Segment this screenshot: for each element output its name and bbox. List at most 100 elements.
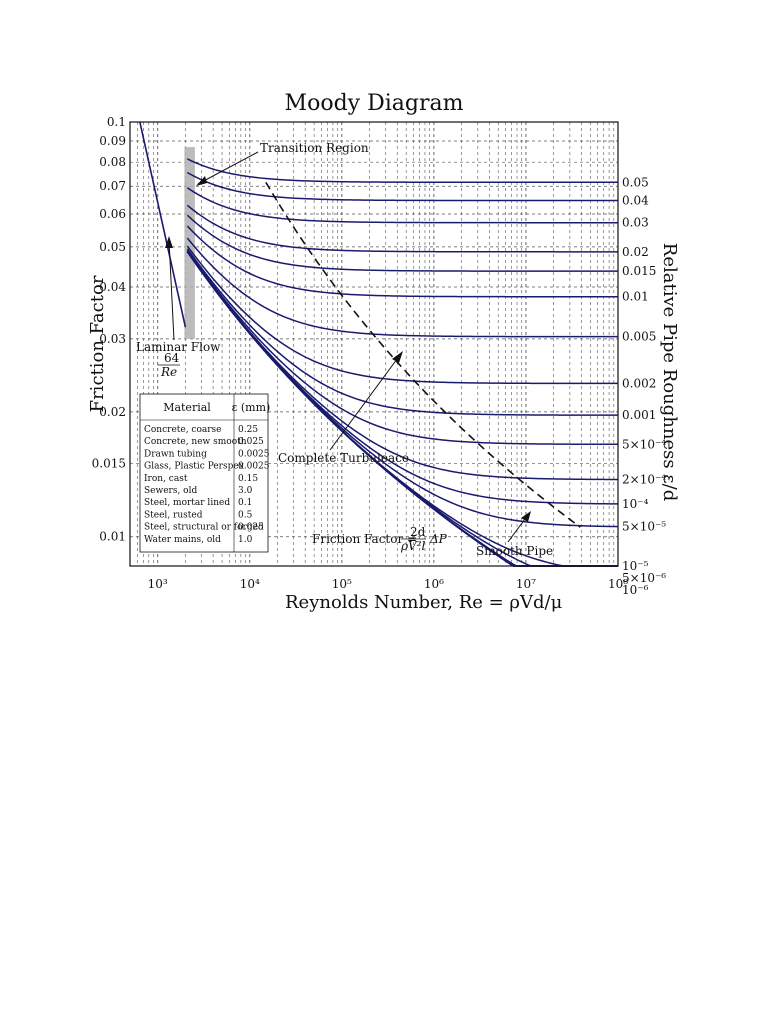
roughness-label: 0.05	[622, 175, 649, 189]
materials-row-epsilon: 0.025	[238, 437, 264, 447]
y-tick-label: 0.02	[99, 405, 126, 419]
y-tick-label: 0.06	[99, 207, 126, 221]
x-tick-labels: 10³ 10⁴ 10⁵ 10⁶ 10⁷ 10⁸	[148, 577, 629, 591]
roughness-label: 10⁻⁵	[622, 559, 649, 573]
materials-row-epsilon: 0.025	[238, 523, 264, 533]
y-tick-label: 0.01	[99, 530, 126, 544]
laminar-frac-den: Re	[160, 365, 177, 379]
materials-row-name: Sewers, old	[144, 486, 197, 496]
plot-frame	[129, 121, 619, 567]
roughness-curve	[186, 187, 618, 224]
roughness-label: 0.015	[622, 264, 656, 278]
roughness-label: 5×10⁻⁴	[622, 437, 666, 451]
curves-layer	[139, 121, 619, 567]
laminar-arrow	[168, 239, 175, 341]
roughness-label: 0.04	[622, 194, 649, 208]
laminar-arrow-head	[165, 236, 173, 248]
roughness-curve	[186, 204, 618, 253]
materials-row-epsilon: 0.1	[238, 498, 252, 508]
materials-row-name: Concrete, coarse	[144, 425, 222, 435]
materials-row-epsilon: 0.0025	[238, 449, 270, 459]
roughness-curve	[186, 248, 619, 416]
transition-region-band	[184, 147, 195, 339]
y-axis-title: Friction Factor	[87, 275, 108, 412]
materials-row-epsilon: 0.15	[238, 474, 258, 484]
transition-arrow-head	[196, 176, 207, 186]
complete-turbulence-arrow-head	[392, 351, 403, 363]
materials-row-epsilon: 3.0	[238, 486, 253, 496]
x-tick-label: 10⁶	[424, 577, 444, 591]
transition-arrow	[197, 151, 259, 185]
y-tick-label: 0.03	[99, 332, 126, 346]
materials-row-name: Drawn tubing	[144, 449, 207, 459]
roughness-label: 5×10⁻⁵	[622, 520, 666, 534]
annotations: Transition Region Laminar Flow 64 Re Com…	[136, 141, 553, 558]
materials-row-name: Steel, mortar lined	[144, 498, 230, 508]
friction-formula-den: ρV²l	[400, 539, 426, 553]
materials-table: Material ε (mm) Concrete, coarse 0.25 Conc…	[139, 393, 271, 553]
roughness-curve	[186, 214, 618, 272]
roughness-label: 0.03	[622, 216, 649, 230]
materials-row-name: Steel, rusted	[144, 510, 203, 520]
roughness-labels: 0.05 0.04 0.03 0.02 0.015 0.01 0.005 0.002 0.001…	[622, 175, 666, 597]
smooth-pipe-arrow-head	[521, 511, 531, 522]
roughness-label: 2×10⁻⁴	[622, 472, 666, 486]
materials-row-epsilon: 0.25	[238, 425, 258, 435]
y-tick-labels: 0.1 0.09 0.08 0.07 0.06 0.05 0.04 0.03 0.02 0.015…	[92, 115, 127, 544]
materials-row-name: Concrete, new smooth	[144, 437, 247, 447]
y-tick-label: 0.04	[99, 280, 126, 294]
transition-region-label: Transition Region	[260, 141, 369, 155]
roughness-curve	[186, 225, 618, 298]
materials-header-material: Material	[163, 401, 211, 414]
materials-row-epsilon: 1.0	[238, 535, 253, 545]
y-tick-label: 0.1	[107, 115, 126, 129]
roughness-curve	[186, 245, 618, 385]
x-tick-label: 10⁴	[240, 577, 260, 591]
roughness-label: 5×10⁻⁶	[622, 571, 666, 585]
y-tick-label: 0.09	[99, 134, 126, 148]
x-tick-label: 10³	[148, 577, 168, 591]
y2-axis-title: Relative Pipe Roughness ε/d	[659, 243, 680, 501]
smooth-pipe-label: Smooth Pipe	[476, 544, 553, 558]
roughness-label: 10⁻⁶	[622, 583, 649, 597]
materials-row-epsilon: 0.5	[238, 510, 253, 520]
roughness-curve	[186, 237, 618, 338]
roughness-label: 0.002	[622, 376, 656, 390]
x-tick-label: 10⁵	[332, 577, 352, 591]
complete-turbulence-boundary	[265, 181, 581, 528]
laminar-frac-num: 64	[164, 351, 180, 365]
x-tick-label: 10⁷	[516, 577, 536, 591]
x-tick-label: 10⁸	[608, 577, 628, 591]
boundary-layer	[265, 181, 581, 528]
roughness-curve	[187, 171, 618, 202]
chart-title: Moody Diagram	[285, 91, 464, 116]
x-axis-title: Reynolds Number, Re = ρVd/μ	[285, 592, 563, 613]
roughness-label: 0.001	[622, 408, 656, 422]
y-tick-label: 0.07	[99, 179, 126, 193]
roughness-label: 0.02	[622, 245, 649, 259]
materials-header-epsilon: ε (mm)	[232, 401, 271, 414]
roughness-curve	[187, 158, 618, 184]
roughness-label: 0.01	[622, 290, 649, 304]
complete-turbulence-label: Complete Turbuleace	[278, 451, 409, 465]
materials-row-name: Water mains, old	[144, 535, 221, 545]
complete-turbulence-arrow	[329, 354, 401, 451]
materials-row-epsilon: 0.0025	[238, 462, 270, 472]
roughness-curve	[186, 249, 618, 446]
y-tick-label: 0.05	[99, 240, 126, 254]
laminar-flow-label: Laminar Flow	[136, 340, 221, 354]
materials-row-name: Steel, structural or forged	[144, 523, 264, 533]
roughness-label: 0.005	[622, 330, 656, 344]
materials-table-frame	[139, 393, 269, 553]
friction-formula-num: 2d	[410, 525, 426, 539]
friction-formula-dp: ΔP	[429, 532, 448, 546]
y-tick-label: 0.08	[99, 155, 126, 169]
laminar-flow-line	[139, 121, 187, 328]
friction-factor-formula: Friction Factor =	[312, 532, 417, 546]
roughness-label: 10⁻⁴	[622, 497, 649, 511]
materials-row-name: Glass, Plastic Perspex	[144, 462, 244, 472]
transition-band-layer	[184, 147, 195, 339]
y-tick-label: 0.015	[92, 457, 126, 471]
